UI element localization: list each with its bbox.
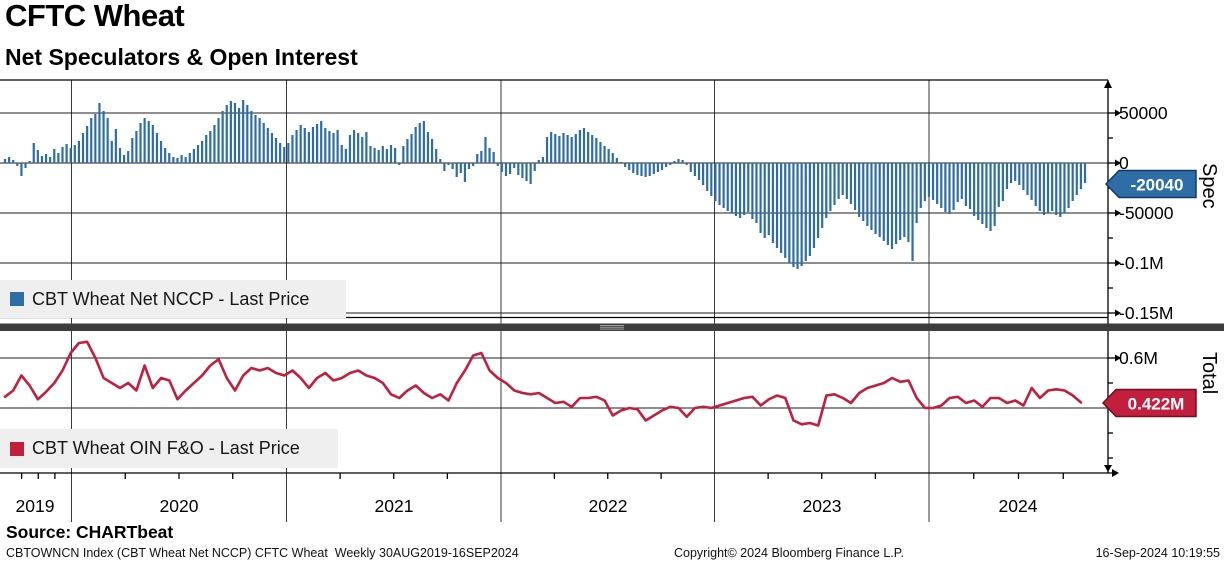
x-year-label-2024: 2024 — [998, 496, 1038, 516]
spec-badge-shape — [1104, 169, 1197, 199]
page-subtitle: Net Speculators & Open Interest — [5, 44, 358, 70]
legend-spec-series[interactable]: CBT Wheat Net NCCP - Last Price — [0, 280, 346, 318]
spec-last-price-badge[interactable]: -20040 — [1104, 169, 1197, 199]
footer-copyright: Copyright© 2024 Bloomberg Finance L.P. — [674, 546, 904, 560]
total-badge-value: 0.422M — [1128, 395, 1185, 414]
x-year-label-2020: 2020 — [159, 496, 199, 516]
footer-ticker-info: CBTOWNCN Index (CBT Wheat Net NCCP) CFTC… — [6, 546, 519, 560]
legend-total-series[interactable]: CBT Wheat OIN F&O - Last Price — [0, 429, 338, 468]
y-tick-label: 0.6M — [1119, 348, 1158, 368]
total-series-swatch-icon — [10, 441, 24, 456]
spec-series-swatch-icon — [10, 292, 24, 306]
x-year-label-2022: 2022 — [588, 496, 628, 516]
total-last-price-badge[interactable]: 0.422M — [1101, 388, 1197, 418]
legend-spec-label: CBT Wheat Net NCCP - Last Price — [32, 288, 310, 309]
y-tick-label: -0.15M — [1119, 303, 1174, 323]
legend-total-label: CBT Wheat OIN F&O - Last Price — [32, 438, 300, 458]
source-label: Source: CHARTbeat — [6, 522, 174, 542]
x-year-label-2023: 2023 — [802, 496, 842, 516]
total-badge-shape — [1101, 388, 1197, 418]
y-tick-label: 50000 — [1119, 103, 1168, 123]
y-tick-label: -0.1M — [1119, 253, 1164, 273]
y-tick-label: 0 — [1119, 153, 1129, 173]
y-tick-label: -50000 — [1119, 203, 1174, 223]
footer-timestamp: 16-Sep-2024 10:19:55 — [1095, 546, 1220, 560]
x-year-label-2021: 2021 — [374, 496, 414, 516]
x-year-label-2019: 2019 — [15, 496, 55, 516]
spec-axis-title: Spec — [1198, 163, 1220, 209]
panel-splitter-grip[interactable] — [596, 323, 628, 332]
total-axis-title: Total — [1198, 352, 1220, 395]
page-title: CFTC Wheat — [5, 0, 185, 33]
spec-badge-value: -20040 — [1131, 176, 1184, 195]
